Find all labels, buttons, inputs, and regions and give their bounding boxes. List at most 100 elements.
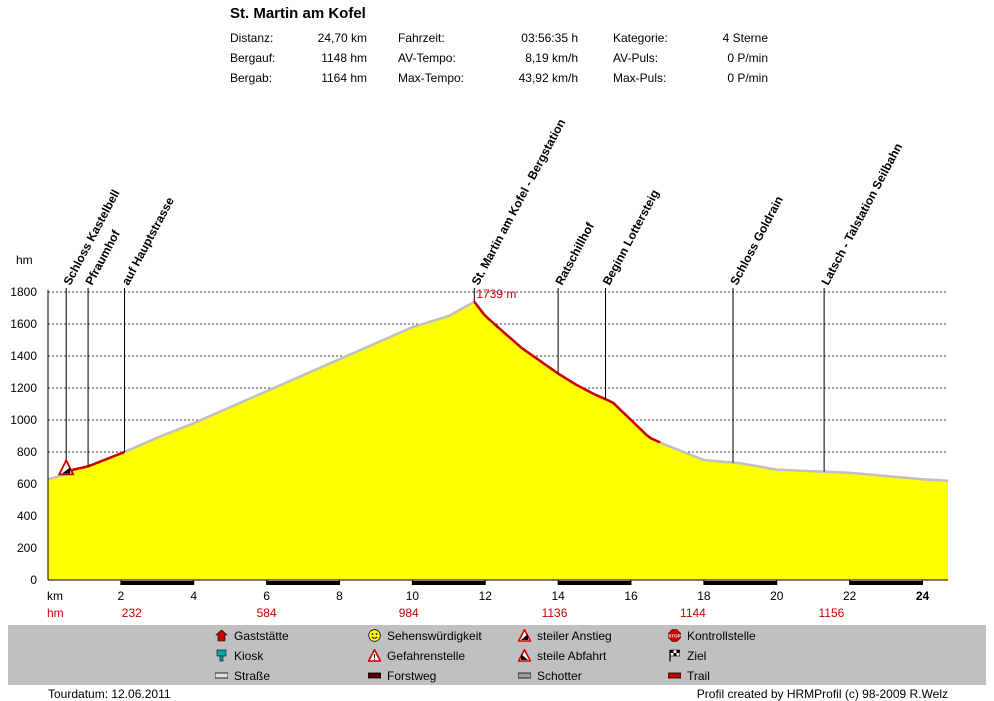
waypoint-label: St. Martin am Kofel - Bergstation xyxy=(469,117,569,288)
kiosk-icon xyxy=(216,649,227,662)
legend-item-steiler-anstieg: steiler Anstieg xyxy=(518,629,612,643)
area-layer xyxy=(47,300,949,580)
forest-road-icon xyxy=(368,672,381,679)
stat-value-max-puls: 0 P/min xyxy=(727,71,768,85)
x-tick-label: 6 xyxy=(263,589,270,603)
house-icon xyxy=(215,629,228,642)
legend-label: Straße xyxy=(234,669,271,683)
legend-label: Gefahrenstelle xyxy=(387,649,466,663)
legend-panel: Gaststätte Kiosk Straße Sehenswürdigkeit… xyxy=(8,625,986,685)
hm-row-value: 584 xyxy=(257,606,277,620)
road-icon xyxy=(215,672,228,679)
y-tick-label: 200 xyxy=(17,541,37,555)
legend-label: Sehenswürdigkeit xyxy=(387,629,482,643)
waypoint-label: Beginn Lottersteig xyxy=(600,187,662,287)
stat-label-kategorie: Kategorie: xyxy=(613,31,668,45)
legend-item-gaststaette: Gaststätte xyxy=(215,629,289,643)
svg-text:STOP: STOP xyxy=(668,634,680,639)
surface-band-3 xyxy=(558,581,631,585)
y-tick-label: 1400 xyxy=(10,349,37,363)
x-tick-label: 4 xyxy=(190,589,197,603)
trail-segment-0 xyxy=(65,450,125,476)
stat-value-bergauf: 1148 hm xyxy=(321,51,367,65)
gravel-icon xyxy=(518,672,531,679)
legend-item-gefahrenstelle: ! Gefahrenstelle xyxy=(368,649,465,663)
y-tick-label: 1600 xyxy=(10,317,37,331)
legend-label: Ziel xyxy=(687,649,707,663)
page-title: St. Martin am Kofel xyxy=(230,5,366,22)
legend-label: Schotter xyxy=(537,669,582,683)
stat-value-av-puls: 0 P/min xyxy=(727,51,768,65)
legend-item-schotter: Schotter xyxy=(518,669,582,683)
stat-label-bergauf: Bergauf: xyxy=(230,51,276,65)
surface-band-4 xyxy=(703,581,777,585)
stat-value-max-tempo: 43,92 km/h xyxy=(518,71,578,85)
waypoint-label: Schloss Goldrain xyxy=(727,194,786,288)
y-tick-label: 1800 xyxy=(10,285,37,299)
stat-label-fahrzeit: Fahrzeit: xyxy=(398,31,445,45)
stat-label-distanz: Distanz: xyxy=(230,31,274,45)
danger-icon: ! xyxy=(368,649,381,662)
stat-value-fahrzeit: 03:56:35 h xyxy=(521,31,578,45)
y-tick-label: 800 xyxy=(17,445,37,459)
stat-value-kategorie: 4 Sterne xyxy=(722,31,768,45)
x-axis-label: km xyxy=(47,589,63,603)
hm-row-value: 232 xyxy=(122,606,142,620)
x-tick-label: 10 xyxy=(406,589,420,603)
legend-label: Gaststätte xyxy=(234,629,289,643)
waypoint-label: auf Hauptstrasse xyxy=(119,195,177,288)
y-tick-label: 1000 xyxy=(10,413,37,427)
legend-item-kontrollstelle: STOP Kontrollstelle xyxy=(668,629,756,643)
credit-text: Profil created by HRMProfil (c) 98-2009 … xyxy=(696,687,948,701)
tour-date: Tourdatum: 12.06.2011 xyxy=(48,687,171,701)
x-tick-label: 8 xyxy=(336,589,343,603)
x-tick-label: 24 xyxy=(916,589,930,603)
y-tick-label: 0 xyxy=(30,573,37,587)
stat-label-av-puls: AV-Puls: xyxy=(613,51,659,65)
x-tick-label: 16 xyxy=(624,589,638,603)
trail-segment-1 xyxy=(473,301,661,444)
x-tick-label: 20 xyxy=(770,589,784,603)
waypoint-label: Latsch - Talstation Seilbahn xyxy=(818,141,905,287)
y-tick-label: 400 xyxy=(17,509,37,523)
legend-item-ziel: Ziel xyxy=(668,649,706,663)
surface-band-0 xyxy=(120,581,194,585)
legend-label: Forstweg xyxy=(387,669,437,683)
stat-label-bergab: Bergab: xyxy=(230,71,273,85)
legend-label: steile Abfahrt xyxy=(537,649,607,663)
hm-row-value: 984 xyxy=(399,606,419,620)
stat-value-distanz: 24,70 km xyxy=(317,31,367,45)
hm-row-value: 1144 xyxy=(680,606,706,620)
legend-label: Trail xyxy=(687,669,710,683)
x-tick-label: 12 xyxy=(479,589,493,603)
waypoint-label: Ratschillhof xyxy=(552,219,597,287)
legend-label: Kontrollstelle xyxy=(687,629,756,643)
svg-text:!: ! xyxy=(373,653,376,662)
legend-item-strasse: Straße xyxy=(215,669,270,683)
legend-item-sehenswuerdigkeit: Sehenswürdigkeit xyxy=(368,629,482,643)
y-tick-label: 1200 xyxy=(10,381,37,395)
x-tick-label: 22 xyxy=(843,589,857,603)
stat-label-av-tempo: AV-Tempo: xyxy=(398,51,456,65)
steep-climb-icon xyxy=(518,629,531,642)
stat-label-max-tempo: Max-Tempo: xyxy=(398,71,465,85)
steep-climb-icon-inner xyxy=(62,467,71,474)
elevation-area xyxy=(48,301,948,580)
legend-label: steiler Anstieg xyxy=(537,629,612,643)
stop-icon: STOP xyxy=(668,629,681,642)
x-tick-label: 18 xyxy=(697,589,711,603)
legend-item-forstweg: Forstweg xyxy=(368,669,436,683)
hm-row-value: 1156 xyxy=(818,606,844,620)
y-tick-label: 600 xyxy=(17,477,37,491)
legend-item-trail: Trail xyxy=(668,669,710,683)
steep-descent-icon xyxy=(518,649,531,662)
stat-label-max-puls: Max-Puls: xyxy=(613,71,667,85)
hm-row-label: hm xyxy=(47,606,64,620)
surface-band-2 xyxy=(412,581,486,585)
trail-icon xyxy=(668,672,681,679)
surface-band-1 xyxy=(266,581,340,585)
x-tick-label: 2 xyxy=(118,589,125,603)
legend-item-kiosk: Kiosk xyxy=(215,649,263,663)
